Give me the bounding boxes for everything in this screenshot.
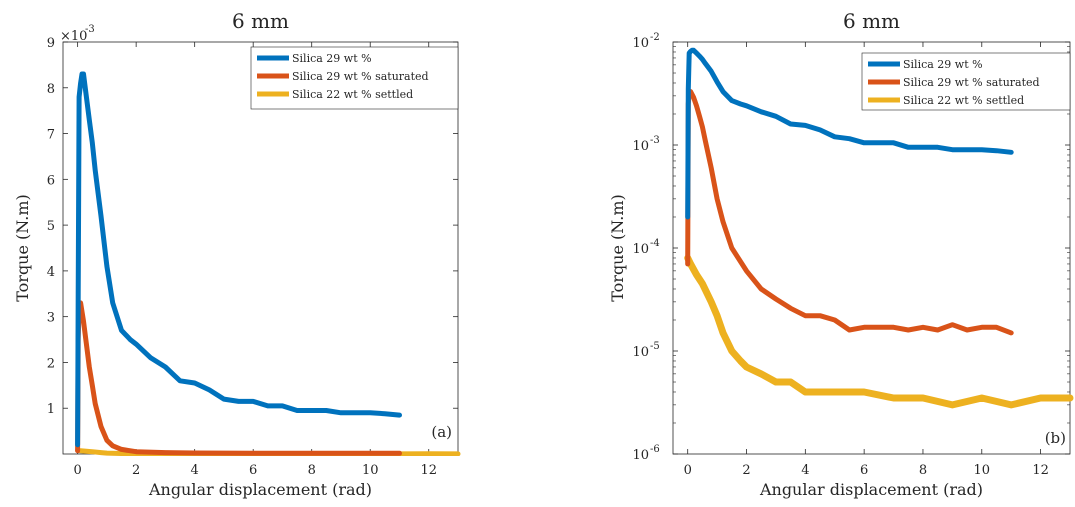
panel-tag: (b) xyxy=(1045,429,1066,447)
y-tick-label: 1 xyxy=(47,402,55,417)
y-tick-label: 2 xyxy=(47,356,55,371)
legend-entry: Silica 29 wt % xyxy=(292,52,372,65)
x-tick-label: 6 xyxy=(249,463,257,478)
y-tick-label: 4 xyxy=(47,265,55,280)
y-tick-label: 10 xyxy=(632,242,649,257)
y-tick-label: 10 xyxy=(632,36,649,51)
x-tick-label: 6 xyxy=(860,463,868,478)
y-axis-label: Torque (N.m) xyxy=(608,194,627,302)
x-tick-label: 10 xyxy=(974,463,991,478)
y-tick-base: 10 xyxy=(632,36,649,51)
y-tick-label: 9 xyxy=(47,36,55,51)
x-tick-label: 10 xyxy=(362,463,379,478)
x-tick-label: 4 xyxy=(801,463,809,478)
legend-entry: Silica 29 wt % saturated xyxy=(292,70,429,83)
series-line-1 xyxy=(685,47,1014,220)
y-tick-label: 5 xyxy=(47,219,55,234)
x-tick-label: 12 xyxy=(420,463,437,478)
y-tick-exponent: -6 xyxy=(650,444,660,455)
y-tick-exponent: -5 xyxy=(650,341,660,352)
y-tick-label: 10 xyxy=(632,345,649,360)
legend-entry: Silica 22 wt % settled xyxy=(903,94,1024,107)
y-tick-base: 10 xyxy=(632,345,649,360)
y-tick-label: 8 xyxy=(47,82,55,97)
x-tick-label: 0 xyxy=(73,463,81,478)
x-tick-label: 2 xyxy=(742,463,750,478)
x-tick-label: 8 xyxy=(919,463,927,478)
y-tick-label: 7 xyxy=(47,128,55,143)
legend-entry: Silica 29 wt % saturated xyxy=(903,76,1040,89)
y-tick-label: 6 xyxy=(47,173,55,188)
panel-tag: (a) xyxy=(431,423,452,441)
x-tick-label: 0 xyxy=(684,463,692,478)
y-tick-exponent: -2 xyxy=(650,32,660,43)
y-tick-exponent: -3 xyxy=(650,135,660,146)
chart-title: 6 mm xyxy=(843,9,900,33)
legend-entry: Silica 29 wt % xyxy=(903,58,983,71)
series-line-2 xyxy=(75,300,402,456)
y-tick-base: 10 xyxy=(632,448,649,463)
y-tick-exponent: -4 xyxy=(650,238,660,249)
x-axis-label: Angular displacement (rad) xyxy=(759,480,983,499)
x-axis-label: Angular displacement (rad) xyxy=(148,480,372,499)
y-axis-label: Torque (N.m) xyxy=(13,194,32,302)
y-exponent-power: -3 xyxy=(85,24,95,35)
chart-title: 6 mm xyxy=(232,9,289,33)
y-tick-base: 10 xyxy=(632,139,649,154)
legend-entry: Silica 22 wt % settled xyxy=(292,88,413,101)
y-tick-base: 10 xyxy=(632,242,649,257)
series-line-2 xyxy=(685,89,1014,336)
x-tick-label: 4 xyxy=(191,463,199,478)
x-tick-label: 8 xyxy=(308,463,316,478)
x-tick-label: 2 xyxy=(132,463,140,478)
series-line-1 xyxy=(75,71,402,448)
y-tick-label: 10 xyxy=(632,448,649,463)
y-exponent-multiplier: ×10 xyxy=(60,29,87,44)
x-tick-label: 12 xyxy=(1032,463,1049,478)
y-tick-label: 10 xyxy=(632,139,649,154)
y-tick-label: 3 xyxy=(47,311,55,326)
